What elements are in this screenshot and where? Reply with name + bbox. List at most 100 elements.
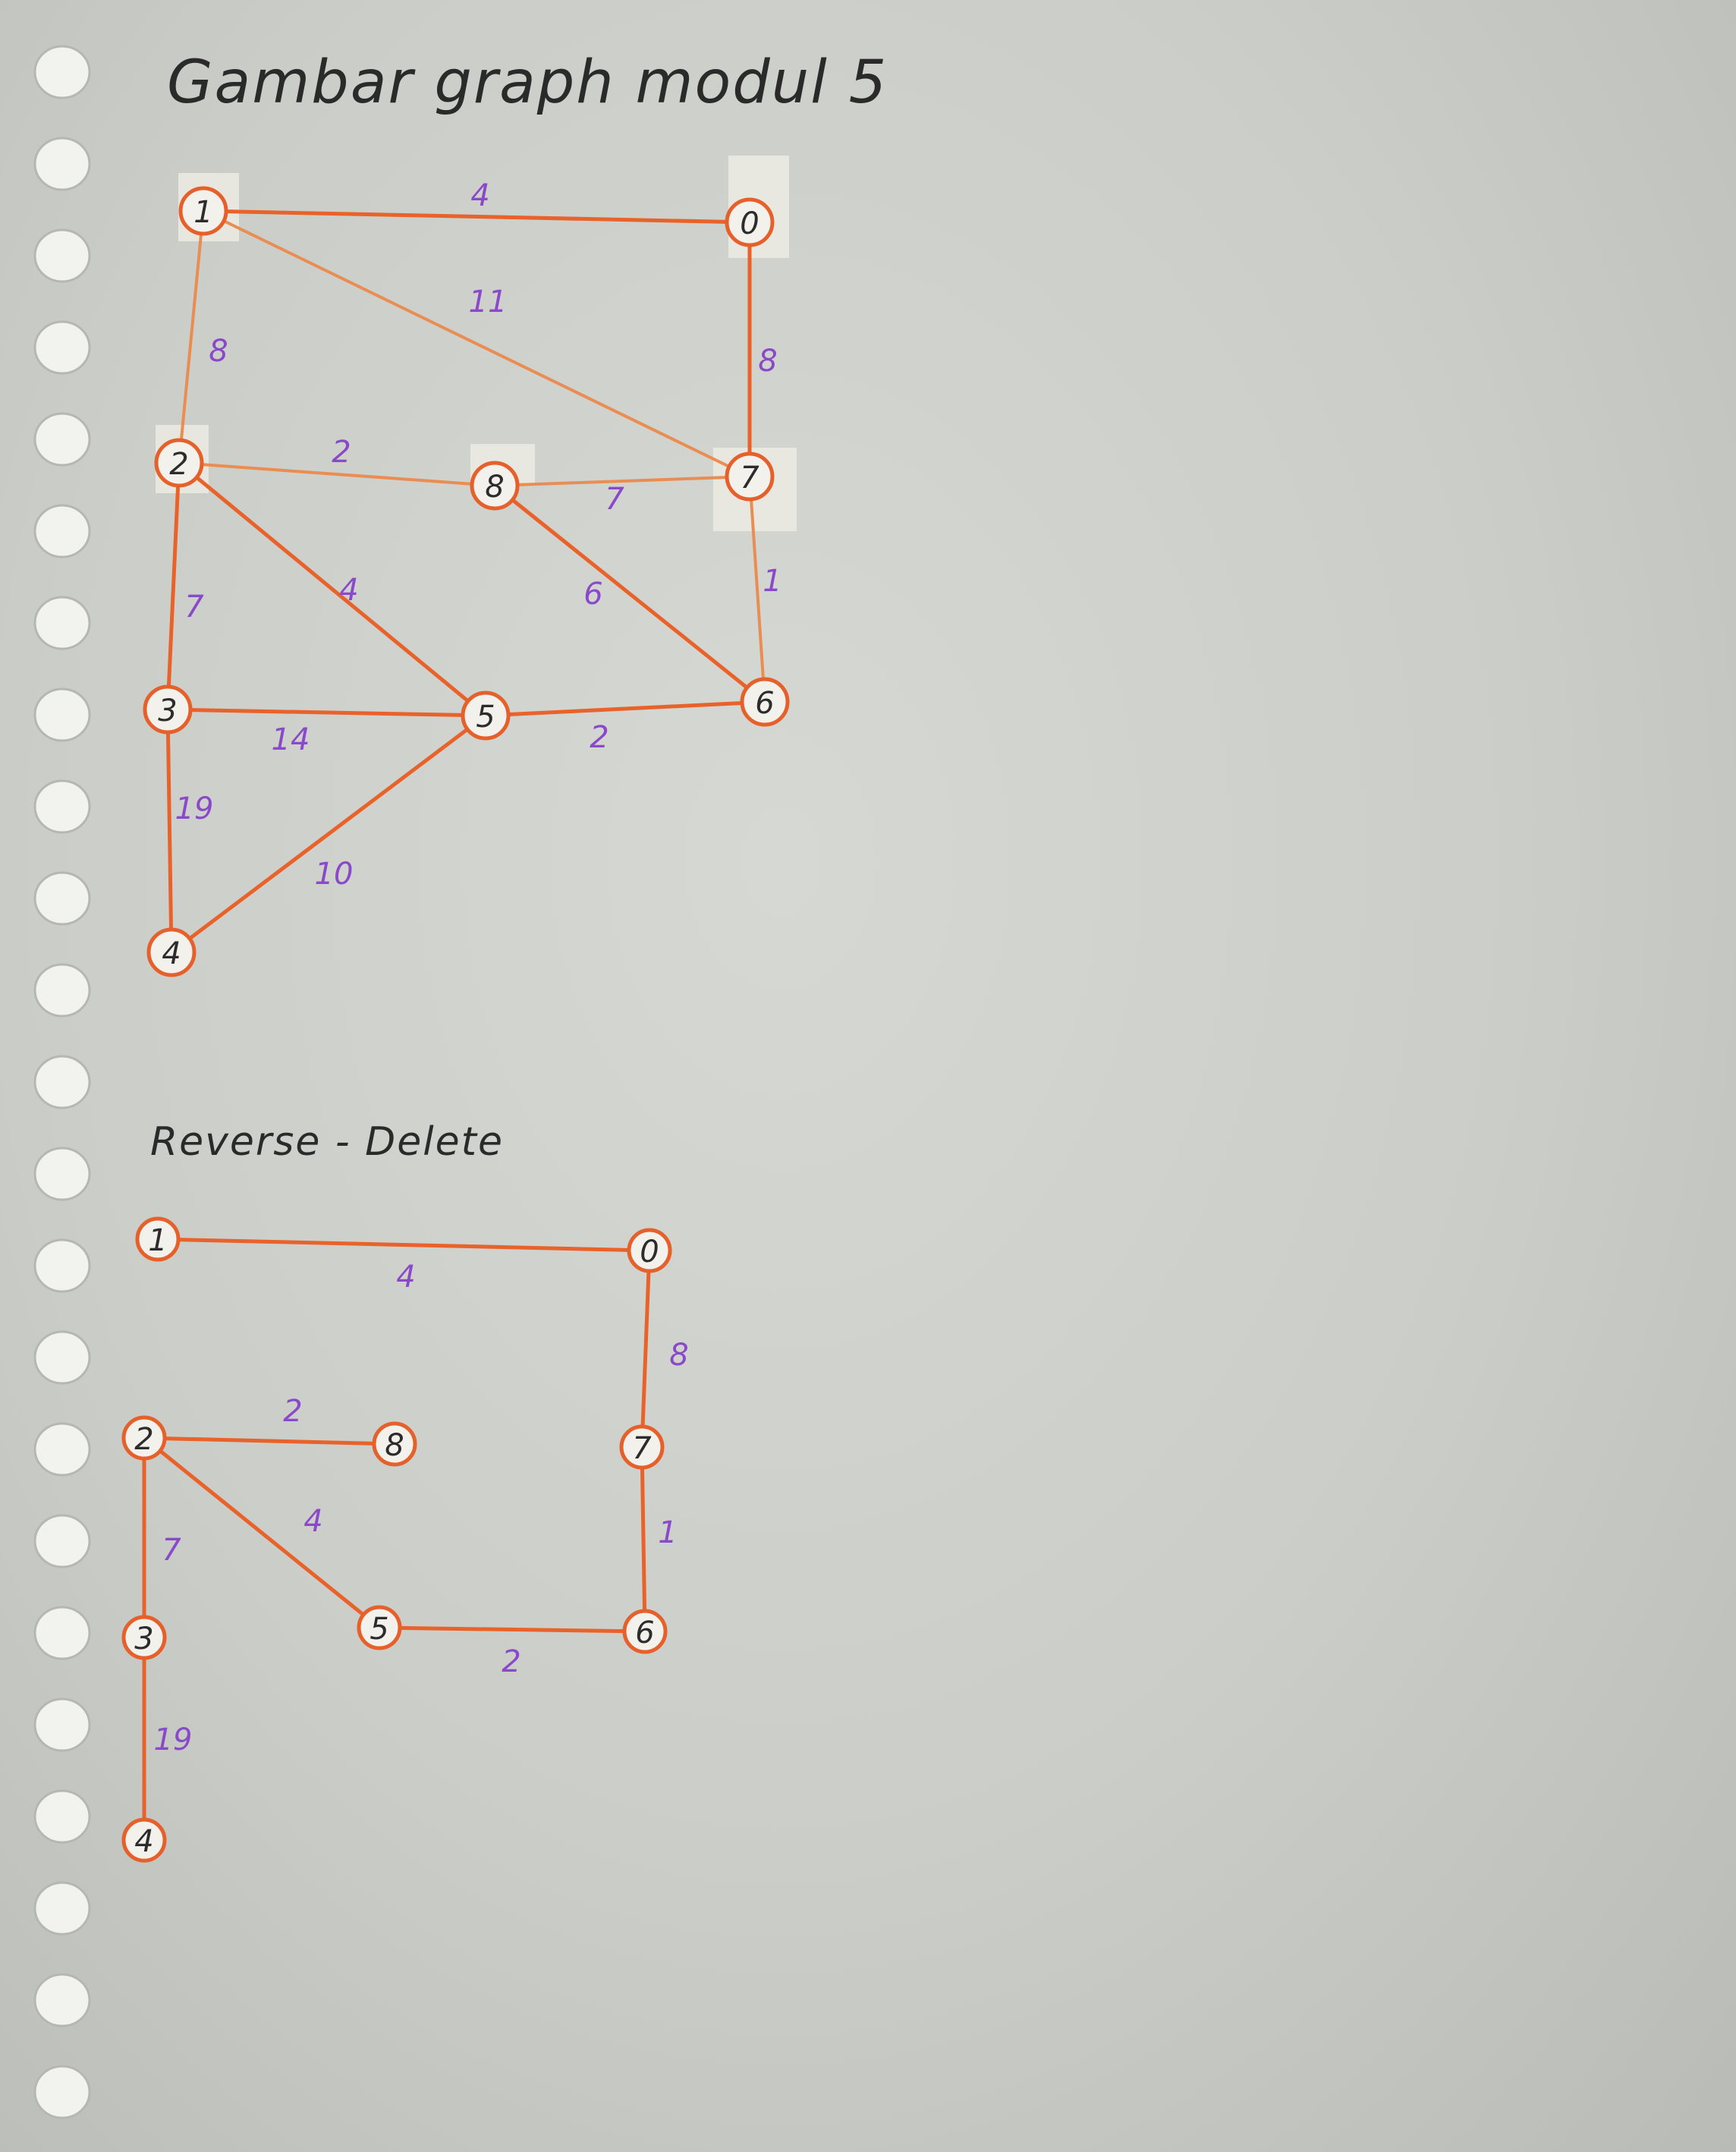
edge-2-3 [165, 461, 181, 712]
edge-7-6 [640, 1445, 647, 1634]
binder-hole [33, 1973, 91, 2028]
node-circle [372, 1421, 417, 1467]
graph-reverse-delete-mst: 4 8 2 4 1 7 2 19 1 0 2 8 7 3 5 6 4 [121, 1216, 689, 1863]
binder-hole [33, 1147, 91, 1201]
binder-hole [33, 412, 91, 467]
node-circle [357, 1605, 402, 1650]
edge-weight-0-7: 8 [758, 344, 777, 379]
graph-original-nodes: 1 028 73 5 64 [143, 186, 790, 977]
binder-hole [33, 596, 91, 650]
node-label: 0 [740, 206, 759, 241]
section-title-reverse-delete: Reverse - Delete [150, 1119, 504, 1165]
node-circle [121, 1817, 167, 1863]
binder-hole [33, 228, 91, 283]
edge-8-6 [492, 483, 767, 704]
edge-1-0 [201, 209, 752, 225]
node-8: 8 [470, 461, 520, 511]
node-4: 4 [121, 1817, 167, 1863]
node-label: 5 [370, 1612, 388, 1647]
edge-weight-8-6: 6 [583, 577, 602, 612]
edge-5-6 [377, 1625, 647, 1634]
edge-weight-3-4: 19 [154, 1723, 193, 1757]
node-label: 6 [755, 686, 774, 721]
edge-0-7 [640, 1248, 652, 1449]
node-label: 6 [635, 1616, 654, 1650]
edge-weight-5-6: 2 [590, 720, 609, 755]
binder-hole [33, 1606, 91, 1660]
node-2: 2 [121, 1415, 167, 1461]
graph-original-edges [165, 209, 767, 955]
binder-hole [33, 1789, 91, 1844]
node-circle [725, 451, 775, 502]
page-title: Gambar graph modul 5 [167, 49, 888, 117]
edge-4-5 [169, 713, 488, 955]
node-label: 4 [162, 936, 181, 971]
edge-weight-5-6: 2 [502, 1644, 520, 1679]
node-label: 8 [385, 1428, 404, 1463]
node-0: 0 [627, 1228, 672, 1273]
node-7: 7 [619, 1424, 665, 1470]
node-circle [740, 677, 790, 727]
edge-weight-8-7: 7 [605, 482, 624, 517]
node-1: 1 [178, 186, 228, 236]
binder-hole [33, 1055, 91, 1109]
edge-weight-1-7: 11 [469, 285, 508, 319]
binder-holes [33, 45, 91, 2119]
node-circle [121, 1615, 167, 1660]
edge-weight-1-0: 4 [396, 1260, 415, 1295]
node-5: 5 [357, 1605, 402, 1650]
node-1: 1 [135, 1216, 181, 1262]
edge-weight-0-7: 8 [669, 1338, 688, 1373]
edge-3-4 [165, 707, 174, 955]
node-circle [154, 438, 204, 488]
edge-weight-2-8: 2 [283, 1394, 302, 1429]
node-label: 3 [134, 1622, 153, 1656]
node-label: 4 [134, 1824, 153, 1859]
edge-weight-2-3: 7 [162, 1533, 181, 1568]
binder-hole [33, 137, 91, 191]
node-circle [470, 461, 520, 511]
node-5: 5 [461, 691, 511, 741]
node-6: 6 [622, 1609, 668, 1654]
node-2: 2 [154, 438, 204, 488]
edge-weight-2-3: 7 [184, 590, 204, 625]
binder-hole [33, 2065, 91, 2119]
edge-weight-1-2: 8 [209, 334, 228, 369]
node-circle [622, 1609, 668, 1654]
binder-hole [33, 504, 91, 558]
node-label: 0 [640, 1235, 659, 1269]
binder-hole [33, 687, 91, 742]
node-circle [121, 1415, 167, 1461]
edge-8-7 [493, 475, 751, 487]
binder-hole [33, 1238, 91, 1293]
node-label: 2 [169, 447, 188, 482]
edge-1-0 [156, 1237, 652, 1253]
binder-hole [33, 1514, 91, 1568]
node-label: 1 [193, 195, 212, 230]
edge-2-8 [142, 1436, 397, 1446]
node-label: 7 [740, 461, 760, 496]
node-label: 1 [148, 1223, 167, 1258]
node-circle [178, 186, 228, 236]
edge-weight-4-5: 10 [315, 857, 354, 892]
edge-1-2 [178, 209, 205, 464]
binder-hole [33, 320, 91, 375]
edge-3-5 [165, 707, 488, 718]
edge-2-5 [142, 1436, 382, 1630]
binder-hole [33, 45, 91, 99]
edge-weight-1-0: 4 [470, 178, 489, 213]
node-label: 7 [632, 1431, 652, 1466]
graph-mst-nodes: 1 0 2 8 7 3 5 6 4 [121, 1216, 672, 1863]
node-circle [135, 1216, 181, 1262]
edge-weight-2-5: 4 [339, 573, 358, 608]
node-label: 3 [158, 694, 177, 728]
graph-mst-edges [142, 1237, 652, 1842]
node-6: 6 [740, 677, 790, 727]
node-circle [146, 927, 197, 977]
node-3: 3 [143, 684, 193, 735]
binder-hole [33, 871, 91, 926]
node-circle [725, 197, 775, 247]
binder-hole [33, 1330, 91, 1385]
